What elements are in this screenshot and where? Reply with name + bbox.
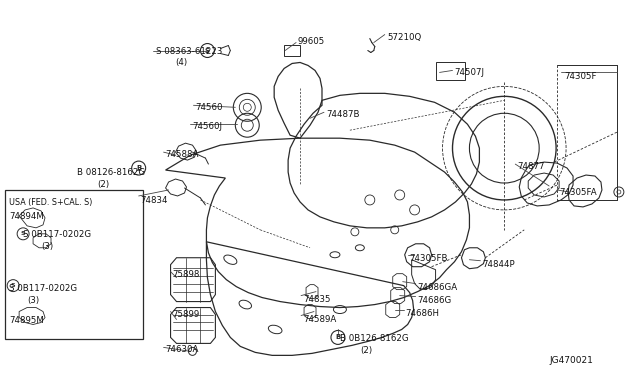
Text: 74588A: 74588A [166,150,199,159]
Text: S: S [21,231,26,236]
Text: S: S [205,48,210,54]
Text: 75899: 75899 [173,310,200,318]
Text: 74834: 74834 [141,196,168,205]
Text: 74305FB: 74305FB [410,254,448,263]
Text: 99605: 99605 [297,36,324,45]
Text: 74487B: 74487B [326,110,360,119]
Text: B 0B126-8162G: B 0B126-8162G [340,334,408,343]
Text: JG470021: JG470021 [549,356,593,365]
Text: 74835: 74835 [303,295,331,304]
Text: (4): (4) [175,58,188,67]
Text: 74844P: 74844P [483,260,515,269]
Text: S 0B117-0202G: S 0B117-0202G [23,230,92,239]
Text: S 08363-61223: S 08363-61223 [156,46,222,55]
Text: (3): (3) [41,242,53,251]
Text: (3): (3) [27,296,39,305]
Text: B: B [136,165,141,171]
Text: 74507J: 74507J [454,68,484,77]
Text: 74894M: 74894M [9,212,44,221]
Text: B: B [335,334,340,340]
Text: 74686H: 74686H [406,308,440,318]
Text: 74686G: 74686G [418,296,452,305]
Text: 74895M: 74895M [9,315,44,324]
Text: 74630A: 74630A [166,346,199,355]
Text: 74305F: 74305F [564,73,596,81]
Text: USA (FED. S+CAL. S): USA (FED. S+CAL. S) [9,198,93,207]
Text: B 08126-8162G: B 08126-8162G [77,168,145,177]
Text: S 0B117-0202G: S 0B117-0202G [9,283,77,293]
Text: 74589A: 74589A [303,314,336,324]
Text: 57210Q: 57210Q [388,33,422,42]
Text: 74560J: 74560J [193,122,223,131]
Text: (2): (2) [360,346,372,355]
Text: 74305FA: 74305FA [559,188,596,197]
Text: 74560: 74560 [195,103,223,112]
Text: (2): (2) [97,180,109,189]
Text: 74686GA: 74686GA [418,283,458,292]
Text: 75898: 75898 [173,270,200,279]
Text: S: S [11,283,15,288]
Text: 74877: 74877 [517,162,545,171]
